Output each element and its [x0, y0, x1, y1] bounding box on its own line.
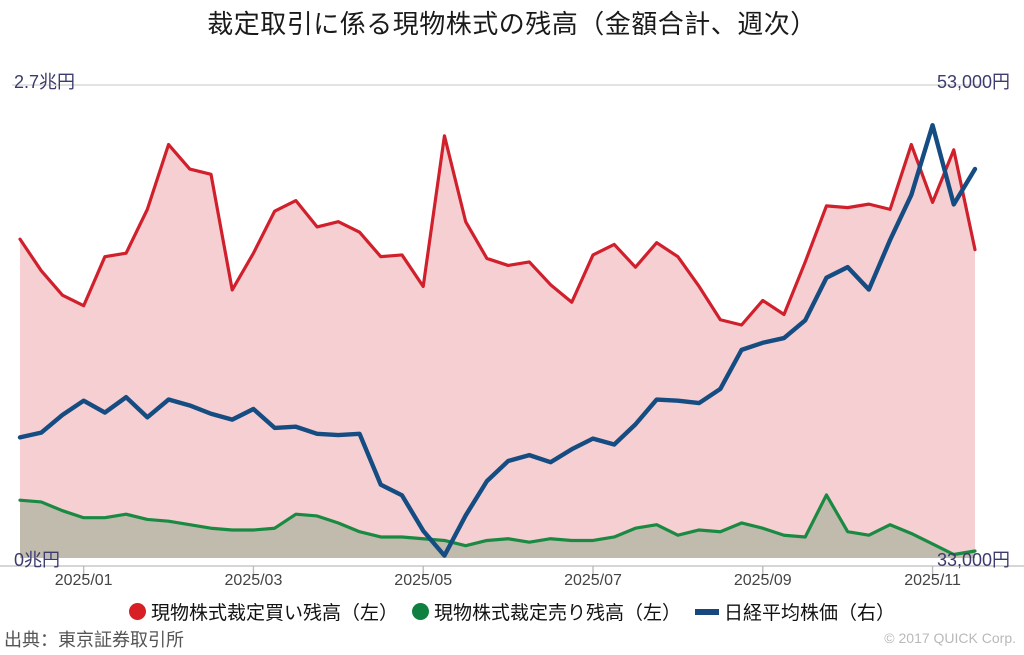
y-axis-right-max-label: 53,000円	[936, 72, 1010, 92]
x-axis-tick-label: 2025/01	[54, 572, 113, 589]
page-title: 裁定取引に係る現物株式の残高（金額合計、週次）	[207, 9, 817, 39]
legend-item-label: 現物株式裁定売り残高（左）	[433, 603, 681, 624]
copyright-note: © 2017 QUICK Corp.	[884, 630, 1016, 646]
legend-line-icon	[695, 608, 719, 615]
legend-item[interactable]: 日経平均株価（右）	[695, 598, 895, 625]
buy-balance-line	[18, 134, 977, 327]
y-axis-right-min-label: 33,000円	[936, 550, 1010, 570]
nikkei-average-line	[17, 123, 978, 558]
x-axis-tick-label: 2025/11	[904, 572, 961, 589]
sell-balance-area	[20, 494, 975, 558]
legend-circle-icon	[128, 603, 146, 620]
legend-item-label: 現物株式裁定買い残高（左）	[150, 603, 398, 624]
chart-svg	[0, 84, 1024, 578]
y-axis-left-min-label: 0兆円	[14, 550, 61, 570]
chart-legend: 現物株式裁定買い残高（左） 現物株式裁定売り残高（左） 日経平均株価（右）	[0, 598, 1024, 625]
sell-balance-line	[18, 493, 977, 557]
source-note: 出典：東京証券取引所	[4, 630, 184, 650]
y-axis-left-max-label: 2.7兆円	[14, 72, 76, 92]
legend-item[interactable]: 現物株式裁定買い残高（左）	[128, 598, 398, 625]
buy-balance-area	[20, 135, 975, 559]
x-axis-tick-label: 2025/07	[564, 572, 622, 589]
legend-item[interactable]: 現物株式裁定売り残高（左）	[411, 598, 681, 625]
legend-item-label: 日経平均株価（右）	[724, 603, 896, 624]
x-axis-tick-label: 2025/09	[733, 572, 792, 589]
chart-plot-area	[0, 84, 1024, 578]
x-axis-tick-label: 2025/03	[224, 572, 283, 589]
x-axis-tick-label: 2025/05	[394, 572, 453, 589]
legend-circle-icon	[411, 603, 429, 620]
